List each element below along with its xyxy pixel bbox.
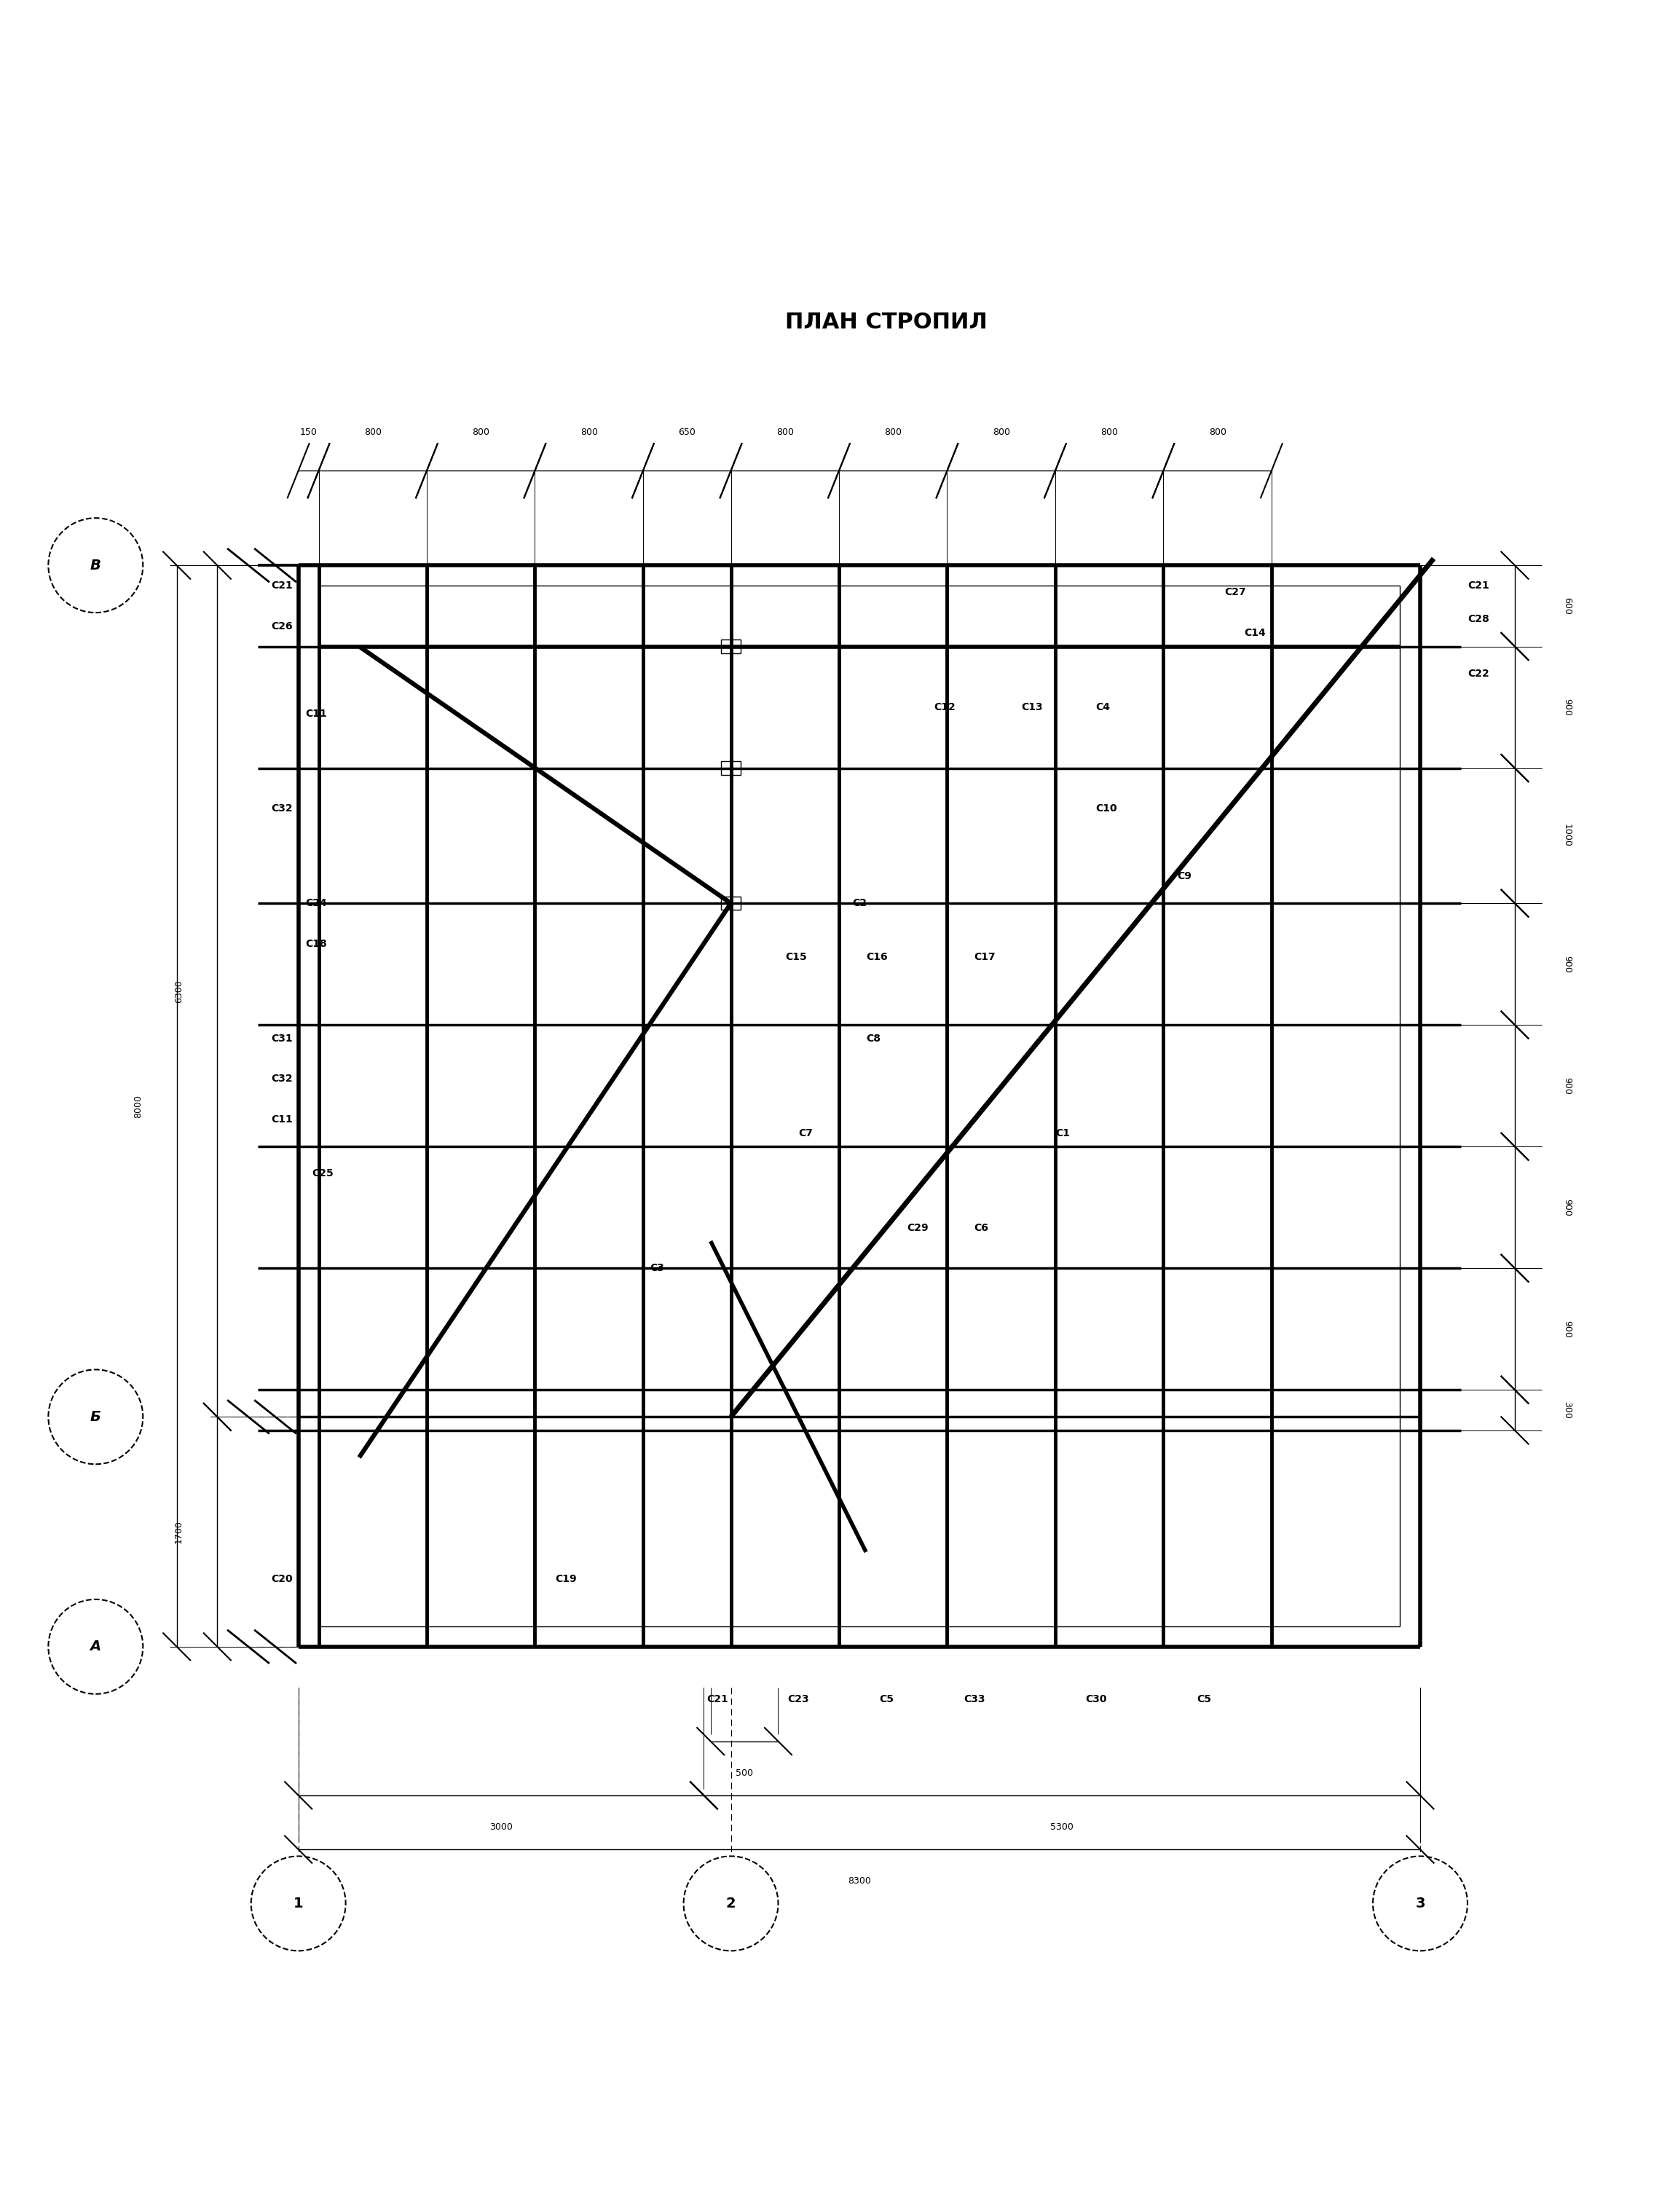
Text: 800: 800 [1208, 427, 1227, 438]
Text: 150: 150 [300, 427, 317, 438]
Text: 8000: 8000 [134, 1095, 143, 1117]
Text: 800: 800 [364, 427, 381, 438]
Bar [722, 896, 742, 909]
Text: C7: C7 [799, 1128, 812, 1139]
Text: 900: 900 [1562, 1077, 1572, 1095]
Text: C27: C27 [1225, 586, 1245, 597]
Text: 1: 1 [294, 1896, 304, 1911]
Text: C1: C1 [1055, 1128, 1071, 1139]
Text: 800: 800 [992, 427, 1010, 438]
Text: C14: C14 [1245, 628, 1267, 637]
Text: Б: Б [91, 1409, 101, 1425]
Text: 900: 900 [1562, 699, 1572, 717]
Text: C31: C31 [272, 1033, 294, 1044]
Text: 8300: 8300 [847, 1876, 871, 1887]
Text: C2: C2 [852, 898, 868, 909]
Text: 1700: 1700 [175, 1520, 183, 1544]
Text: C13: C13 [1022, 701, 1044, 712]
Text: C3: C3 [649, 1263, 664, 1274]
Text: 1000: 1000 [1562, 825, 1572, 847]
Text: C26: C26 [272, 622, 294, 630]
Text: C33: C33 [963, 1694, 985, 1703]
Text: 800: 800 [884, 427, 901, 438]
Text: C11: C11 [305, 708, 327, 719]
Text: C24: C24 [305, 898, 327, 909]
Text: C9: C9 [1176, 872, 1191, 880]
Text: 800: 800 [777, 427, 794, 438]
Text: C11: C11 [272, 1115, 294, 1124]
Text: C17: C17 [975, 951, 995, 962]
Bar [722, 639, 742, 653]
Text: C19: C19 [555, 1575, 577, 1584]
Text: 6300: 6300 [175, 980, 183, 1002]
Text: 650: 650 [678, 427, 696, 438]
Text: 2: 2 [727, 1896, 737, 1911]
Text: 300: 300 [1562, 1402, 1572, 1418]
Text: C12: C12 [933, 701, 955, 712]
Text: C23: C23 [787, 1694, 809, 1703]
Text: C22: C22 [1468, 668, 1488, 679]
Text: C29: C29 [906, 1223, 928, 1232]
Text: А: А [91, 1639, 101, 1655]
Text: В: В [91, 557, 101, 573]
Text: 500: 500 [735, 1767, 753, 1778]
Text: 3000: 3000 [490, 1823, 513, 1832]
Bar [722, 761, 742, 774]
Text: 600: 600 [1562, 597, 1572, 615]
Text: C5: C5 [1196, 1694, 1212, 1703]
Text: 800: 800 [472, 427, 490, 438]
Text: C30: C30 [1086, 1694, 1106, 1703]
Text: C32: C32 [272, 803, 294, 814]
Text: 900: 900 [1562, 1321, 1572, 1338]
Text: C21: C21 [706, 1694, 728, 1703]
Text: C18: C18 [305, 938, 327, 949]
Text: C21: C21 [272, 580, 294, 591]
Text: C25: C25 [312, 1168, 334, 1179]
Text: C8: C8 [866, 1033, 881, 1044]
Text: ПЛАН СТРОПИЛ: ПЛАН СТРОПИЛ [785, 312, 987, 332]
Text: C28: C28 [1468, 615, 1488, 624]
Text: C5: C5 [879, 1694, 894, 1703]
Text: C4: C4 [1096, 701, 1111, 712]
Text: C10: C10 [1096, 803, 1118, 814]
Text: 900: 900 [1562, 1199, 1572, 1217]
Text: 3: 3 [1415, 1896, 1425, 1911]
Text: 800: 800 [1101, 427, 1118, 438]
Text: C21: C21 [1468, 580, 1488, 591]
Text: C20: C20 [272, 1575, 294, 1584]
Text: C32: C32 [272, 1073, 294, 1084]
Text: C16: C16 [866, 951, 888, 962]
Text: C15: C15 [785, 951, 807, 962]
Text: 800: 800 [581, 427, 597, 438]
Text: C6: C6 [975, 1223, 988, 1232]
Text: 5300: 5300 [1050, 1823, 1074, 1832]
Text: 900: 900 [1562, 956, 1572, 973]
